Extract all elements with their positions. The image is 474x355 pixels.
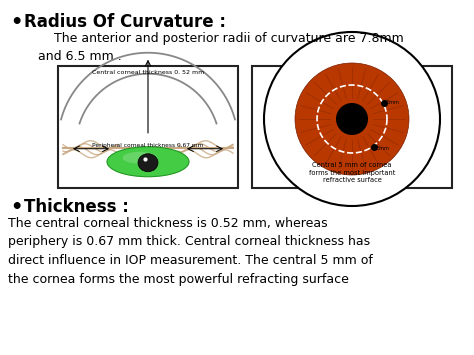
Ellipse shape (107, 147, 189, 177)
Ellipse shape (122, 152, 157, 164)
Ellipse shape (138, 154, 158, 172)
Text: Peripheral corneal thickness 0.67 mm: Peripheral corneal thickness 0.67 mm (92, 143, 204, 148)
FancyBboxPatch shape (252, 66, 452, 188)
Ellipse shape (264, 32, 440, 206)
Text: 5mm: 5mm (387, 100, 400, 105)
Text: Central 5 mm of cornea
forms the most important
refractive surface: Central 5 mm of cornea forms the most im… (309, 162, 395, 183)
Text: The central corneal thickness is 0.52 mm, whereas
periphery is 0.67 mm thick. Ce: The central corneal thickness is 0.52 mm… (8, 217, 373, 285)
Text: •: • (10, 198, 22, 217)
Ellipse shape (295, 63, 409, 175)
Ellipse shape (336, 103, 368, 135)
Text: Thickness :: Thickness : (24, 198, 129, 216)
FancyBboxPatch shape (58, 66, 238, 188)
Text: Central corneal thickness 0. 52 mm: Central corneal thickness 0. 52 mm (92, 70, 204, 75)
Text: The anterior and posterior radii of curvature are 7.8mm
and 6.5 mm .: The anterior and posterior radii of curv… (38, 32, 404, 63)
Text: 5mm: 5mm (377, 147, 390, 152)
Text: •: • (10, 13, 22, 32)
Text: Radius Of Curvature :: Radius Of Curvature : (24, 13, 226, 31)
